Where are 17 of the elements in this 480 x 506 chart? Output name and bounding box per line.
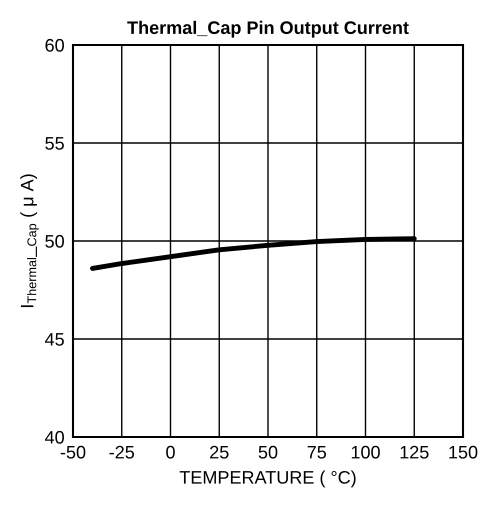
x-tick-label: 150: [449, 446, 478, 459]
x-tick-label: 75: [308, 446, 326, 459]
y-tick-label: 45: [45, 333, 64, 346]
y-tick-label: 40: [45, 430, 64, 444]
y-tick-label: 50: [45, 234, 64, 248]
y-tick-label: 60: [46, 38, 64, 52]
y-tick-label: 55: [45, 137, 64, 150]
x-tick-label: 25: [210, 446, 229, 459]
x-tick-label: 0: [166, 446, 175, 459]
x-tick-label: -25: [110, 446, 134, 459]
x-tick-label: 100: [352, 446, 380, 459]
y-axis-title: I$_{Thermal}$_$_{Cap}$ ( μ A): [20, 174, 39, 308]
x-tick-label: 125: [400, 446, 429, 459]
x-tick-label: 50: [258, 446, 278, 459]
x-axis-title: TEMPERATURE ( °C): [180, 470, 356, 488]
chart-title: Thermal_Cap Pin Output Current: [127, 20, 409, 38]
x-tick-label: -50: [60, 446, 86, 459]
